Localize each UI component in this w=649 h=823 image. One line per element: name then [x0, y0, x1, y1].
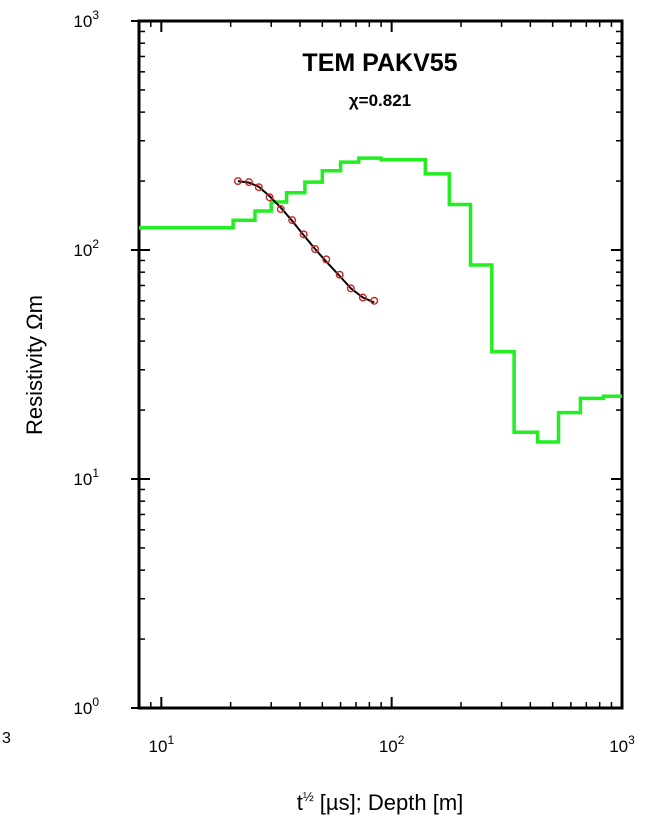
axis-ticks	[131, 20, 623, 709]
plot-frame	[137, 19, 624, 710]
model-step-line	[139, 156, 622, 444]
partial-exponent-label: 3	[2, 730, 11, 747]
fitted-curve-line	[237, 180, 375, 304]
observed-data-point	[358, 293, 367, 302]
observed-data-point	[346, 284, 355, 293]
x-tick-label: 101	[149, 733, 175, 756]
observed-data-point	[335, 270, 344, 279]
observed-data-point	[265, 193, 274, 202]
observed-data-point	[288, 216, 297, 225]
y-tick-label: 101	[73, 466, 99, 489]
observed-data-point	[311, 245, 320, 254]
x-tick-labels: 101 102 103	[149, 733, 636, 756]
y-tick-label: 103	[73, 8, 99, 31]
observed-data-point	[254, 183, 263, 192]
y-tick-label: 102	[73, 237, 99, 260]
y-tick-labels: 100 101 102 103	[73, 8, 99, 718]
observed-data-point	[299, 230, 308, 239]
y-axis-label: Resistivity Ωm	[22, 295, 47, 435]
x-axis-label: t½ [µs]; Depth [m]	[297, 789, 464, 815]
y-tick-label: 100	[73, 695, 99, 718]
x-tick-label: 102	[379, 733, 405, 756]
observed-data-point	[233, 177, 242, 186]
chart-title: TEM PAKV55	[302, 49, 457, 77]
observed-data-point	[322, 255, 331, 264]
x-tick-label: 103	[609, 733, 635, 756]
observed-data-point	[370, 296, 379, 305]
chart-subtitle: χ=0.821	[349, 91, 411, 110]
series-layer	[139, 156, 622, 444]
observed-data-point	[244, 178, 253, 187]
observed-data-point	[276, 205, 285, 214]
